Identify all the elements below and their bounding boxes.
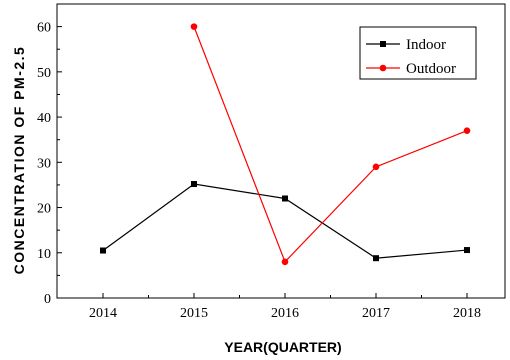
data-point-outdoor (190, 23, 198, 30)
legend-label-indoor: Indoor (406, 37, 446, 53)
data-point-indoor (464, 247, 470, 254)
x-tick-label: 2014 (89, 306, 117, 321)
legend-marker-outdoor (379, 64, 387, 72)
legend-label-outdoor: Outdoor (406, 61, 456, 77)
y-tick-label: 30 (37, 156, 51, 171)
y-axis-title: CONCENTRATION OF PM-2.5 (11, 46, 27, 275)
series-line-outdoor (193, 26, 468, 263)
data-point-outdoor (281, 258, 289, 266)
x-tick-label: 2015 (180, 306, 208, 321)
data-point-indoor (100, 247, 106, 254)
y-tick-label: 20 (37, 202, 51, 217)
x-tick-label: 2017 (362, 306, 390, 321)
plot-frame (56, 3, 506, 299)
x-tick-label: 2018 (453, 306, 481, 321)
legend-box (359, 26, 477, 80)
legend-marker-indoor (380, 41, 386, 47)
data-point-indoor (373, 255, 379, 262)
y-tick-label: 50 (37, 66, 51, 81)
series-layer (100, 23, 471, 266)
y-tick-label: 10 (37, 247, 51, 262)
y-tick-label: 60 (37, 21, 51, 36)
y-tick-label: 40 (37, 111, 51, 126)
data-point-indoor (191, 181, 197, 188)
data-point-outdoor (463, 127, 471, 134)
data-point-outdoor (372, 163, 380, 171)
x-tick-label: 2016 (271, 306, 299, 321)
axes: 0 10 20 30 40 50 60 2014 2015 2016 2017 2018 (37, 3, 506, 321)
legend: Indoor Outdoor (359, 26, 477, 80)
y-tick-label: 0 (44, 292, 51, 307)
x-axis-title: YEAR(QUARTER) (224, 339, 341, 355)
data-point-indoor (282, 195, 288, 202)
series-line-indoor (102, 183, 468, 259)
